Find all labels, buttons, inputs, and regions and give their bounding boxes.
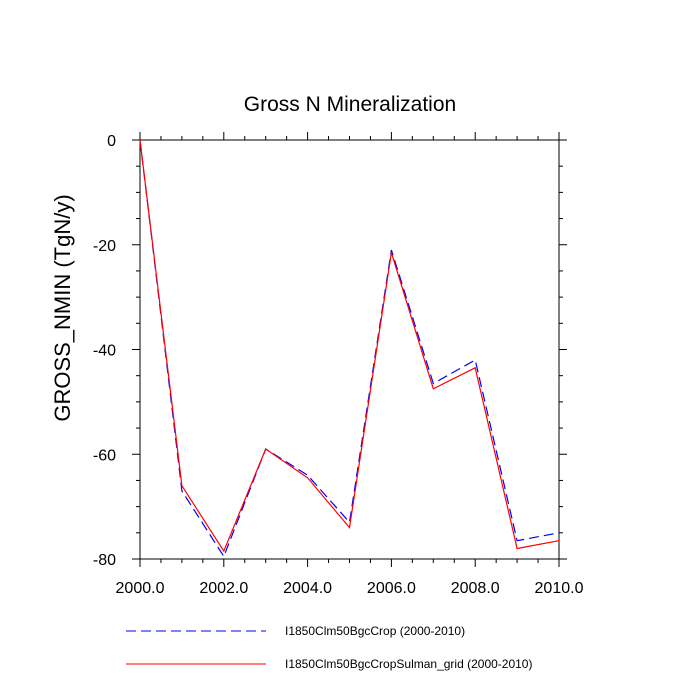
- y-tick-label: -60: [93, 447, 116, 464]
- x-tick-label: 2000.0: [116, 580, 165, 597]
- chart-title: Gross N Mineralization: [244, 93, 456, 116]
- x-tick-label: 2002.0: [199, 580, 248, 597]
- legend: I1850Clm50BgcCrop (2000-2010) I1850Clm50B…: [126, 624, 532, 671]
- x-tick-label: 2006.0: [367, 580, 416, 597]
- x-tick-label: 2004.0: [283, 580, 332, 597]
- y-tick-label: -80: [93, 552, 116, 569]
- x-tick-label: 2010.0: [535, 580, 584, 597]
- series-line-1: [139, 139, 560, 558]
- y-tick-label: -40: [93, 343, 116, 360]
- y-tick-label: 0: [107, 133, 116, 150]
- plot-frame: [139, 139, 560, 560]
- y-axis-label: GROSS_NMIN (TgN/y): [50, 194, 75, 421]
- plot-area: 2000.0 2002.0 2004.0 2006.0 2008.0 2010.0 0 -20…: [93, 132, 584, 597]
- y-tick-label: -20: [93, 238, 116, 255]
- legend-label-1: I1850Clm50BgcCrop (2000-2010): [285, 624, 465, 638]
- legend-label-2: I1850Clm50BgcCropSulman_grid (2000-2010): [285, 657, 532, 671]
- x-tick-label: 2008.0: [451, 580, 500, 597]
- series-line-2: [139, 139, 560, 553]
